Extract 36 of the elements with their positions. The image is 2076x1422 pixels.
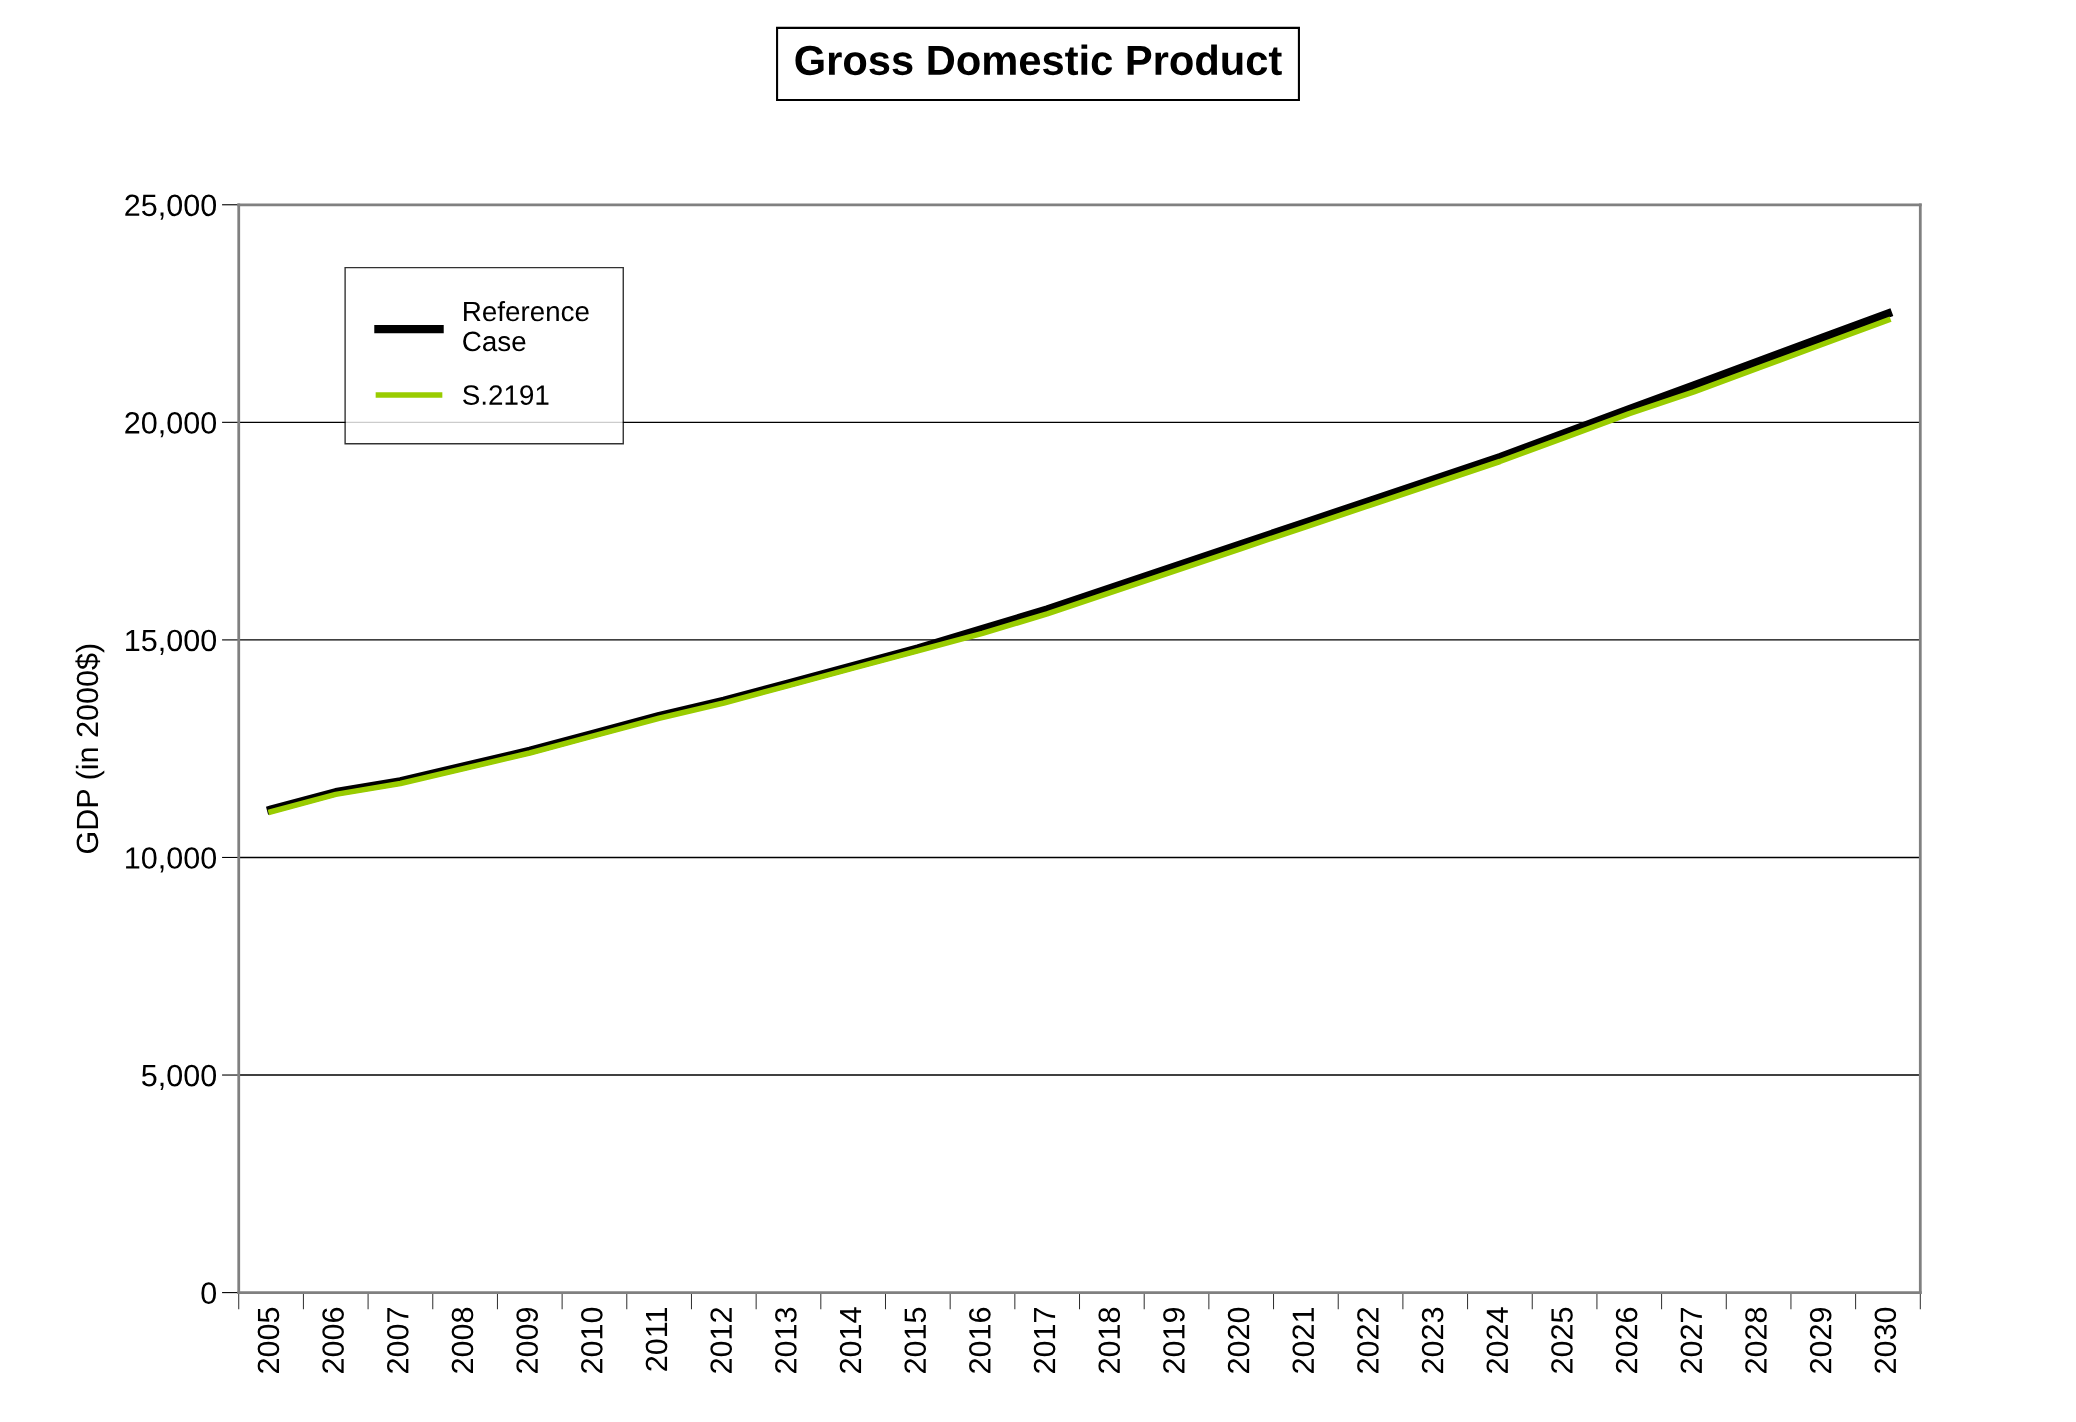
x-tick-label: 2028 bbox=[1745, 1307, 1767, 1373]
y-tick-label: 10,000 bbox=[126, 847, 217, 873]
x-tick-label: 2019 bbox=[1163, 1307, 1185, 1373]
x-tick-label: 2021 bbox=[1292, 1307, 1315, 1373]
chart-title: Gross Domestic Product bbox=[795, 44, 1282, 76]
x-tick-label: 2027 bbox=[1680, 1308, 1703, 1373]
x-tick-label: 2030 bbox=[1874, 1307, 1897, 1373]
x-tick-label: 2016 bbox=[969, 1307, 991, 1373]
x-tick-label: 2017 bbox=[1033, 1308, 1056, 1373]
x-tick-label: 2013 bbox=[775, 1307, 797, 1373]
x-tick-label: 2005 bbox=[257, 1307, 280, 1373]
x-tick-label: 2018 bbox=[1098, 1307, 1121, 1373]
x-tick-label: 2024 bbox=[1486, 1307, 1509, 1373]
y-axis-title: GDP (in 2000$) bbox=[75, 644, 105, 854]
x-tick-label: 2007 bbox=[386, 1308, 409, 1373]
x-tick-label: 2014 bbox=[839, 1307, 862, 1373]
x-tick-label: 2011 bbox=[645, 1307, 668, 1371]
x-tick-label: 2015 bbox=[904, 1307, 927, 1373]
x-tick-label: 2012 bbox=[710, 1308, 733, 1373]
legend-label: Reference Case bbox=[463, 300, 589, 352]
x-tick-label: 2025 bbox=[1551, 1307, 1573, 1373]
x-tick-label: 2022 bbox=[1357, 1308, 1379, 1373]
y-tick-label: 25,000 bbox=[125, 194, 217, 220]
x-tick-label: 2006 bbox=[322, 1307, 344, 1373]
y-tick-label: 0 bbox=[201, 1282, 217, 1304]
x-tick-label: 2008 bbox=[451, 1307, 474, 1373]
legend-label: S.2191 bbox=[463, 385, 549, 405]
y-tick-label: 15,000 bbox=[126, 629, 217, 655]
y-tick-label: 20,000 bbox=[125, 412, 217, 438]
x-tick-label: 2023 bbox=[1421, 1307, 1444, 1373]
y-tick-label: 5,000 bbox=[141, 1064, 217, 1091]
x-tick-label: 2029 bbox=[1809, 1307, 1832, 1373]
x-tick-label: 2010 bbox=[581, 1307, 603, 1373]
x-tick-label: 2009 bbox=[516, 1307, 538, 1373]
x-tick-label: 2020 bbox=[1227, 1307, 1250, 1373]
x-tick-label: 2026 bbox=[1615, 1307, 1638, 1373]
